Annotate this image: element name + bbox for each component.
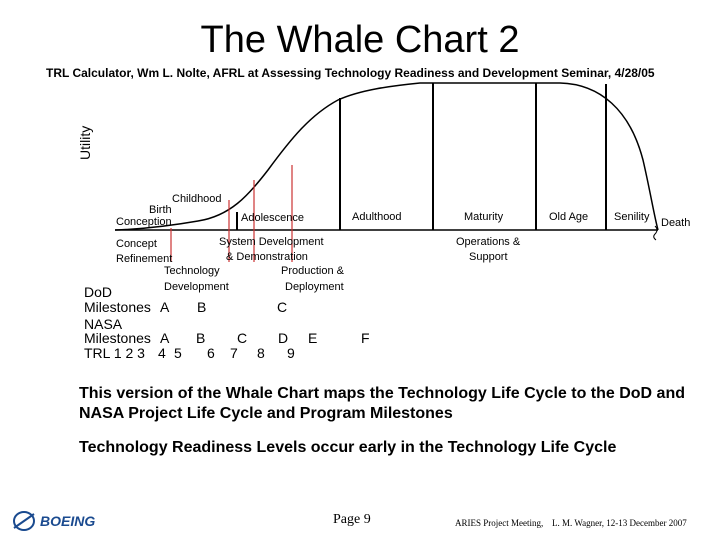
dod-phase-support: Support (469, 251, 508, 263)
nasa-label: NASA (84, 316, 123, 332)
dod-phase-operations: Operations & (456, 236, 521, 248)
slide-subtitle: TRL Calculator, Wm L. Nolte, AFRL at Ass… (46, 66, 655, 80)
dod-milestone: A (160, 299, 170, 315)
trl-level: 5 (174, 345, 182, 361)
boeing-logo: BOEING (13, 511, 95, 531)
dod-phase-demonstration: & Demonstration (226, 251, 308, 263)
footer-author: L. M. Wagner, 12-13 December 2007 (552, 518, 687, 528)
phase-adulthood: Adulthood (352, 211, 402, 223)
nasa-milestone: C (237, 330, 248, 346)
nasa-milestones-label: Milestones (84, 330, 151, 346)
trl-level: 7 (230, 345, 238, 361)
boeing-logo-emblem (13, 511, 35, 531)
whale-curve (114, 82, 659, 231)
phase-birth: Birth (149, 204, 172, 216)
page-number: Page 9 (333, 512, 371, 527)
dod-phase-deployment: Deployment (285, 281, 344, 293)
phase-maturity: Maturity (464, 211, 504, 223)
trl-level: 4 (158, 345, 166, 361)
phase-adolescence: Adolescence (241, 212, 304, 224)
dod-phase-system-development: System Development (219, 236, 324, 248)
body-paragraph-1: This version of the Whale Chart maps the… (79, 385, 685, 422)
nasa-milestone: D (278, 330, 289, 346)
dod-milestone: C (277, 299, 288, 315)
nasa-milestone: E (308, 330, 318, 346)
nasa-milestone: B (196, 330, 206, 346)
dod-milestone: B (197, 299, 207, 315)
trl-level: 8 (257, 345, 265, 361)
phase-death: Death (661, 217, 691, 229)
dod-phase-production: Production & (281, 265, 344, 277)
phase-old-age: Old Age (549, 211, 589, 223)
phase-childhood: Childhood (172, 193, 222, 205)
death-mark (653, 225, 658, 241)
slide-title: The Whale Chart 2 (200, 19, 520, 61)
boeing-logo-text: BOEING (40, 513, 95, 529)
dod-phase-technology: Technology (164, 265, 220, 277)
boeing-logo-swoosh (13, 513, 35, 529)
nasa-milestone: A (160, 330, 170, 346)
phase-senility: Senility (614, 211, 650, 223)
body-paragraph-2: Technology Readiness Levels occur early … (79, 439, 617, 456)
dod-phase-concept: Concept (116, 238, 157, 250)
nasa-milestone: F (361, 330, 370, 346)
trl-level: 6 (207, 345, 215, 361)
phase-conception: Conception (116, 216, 172, 228)
footer-meeting: ARIES Project Meeting, (455, 518, 544, 528)
trl-label: TRL 1 2 3 (84, 345, 145, 361)
dod-phase-development: Development (164, 281, 229, 293)
trl-level: 9 (287, 345, 295, 361)
dod-phase-refinement: Refinement (116, 253, 173, 265)
dod-milestones-label: Milestones (84, 299, 151, 315)
dod-label: DoD (84, 284, 113, 300)
